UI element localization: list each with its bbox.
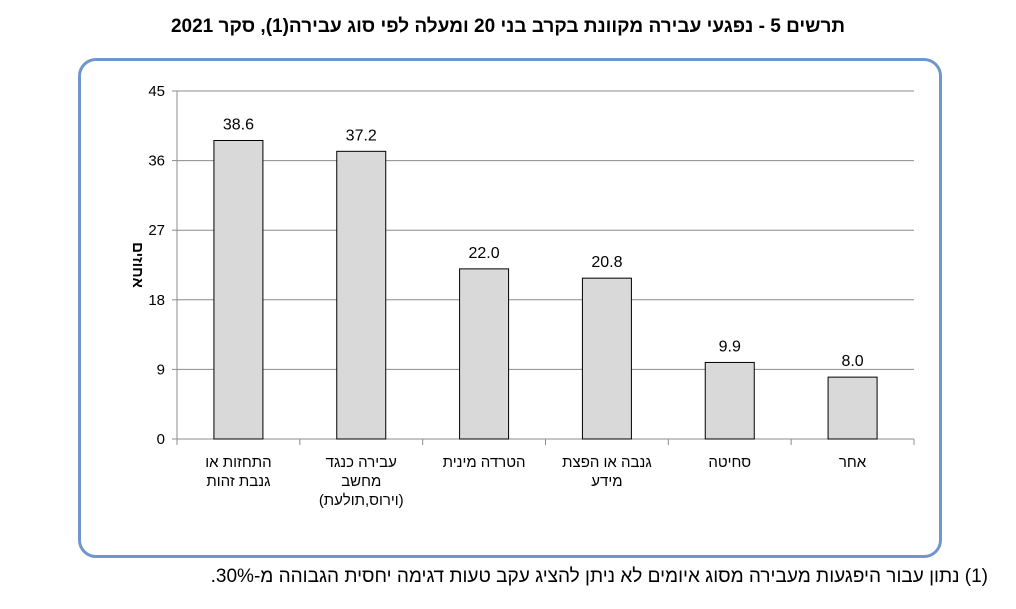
y-tick-label: 18 <box>148 292 165 309</box>
category-label: גנבה או הפצת <box>562 454 652 471</box>
category-label: גנבת זהות <box>206 473 270 490</box>
category-label: סחיטה <box>708 454 751 471</box>
category-label: התחזות או <box>205 454 271 471</box>
y-tick-label: 9 <box>157 361 165 378</box>
y-axis-label: אחוזים <box>129 242 146 288</box>
bars <box>213 139 878 440</box>
data-labels: 38.6 37.2 22.0 20.8 9.9 8.0 <box>223 116 864 370</box>
footnote: (1) נתון עבור היפגעות מעבירה מסוג איומים… <box>210 566 988 587</box>
category-label: (וירוס,תולעת) <box>319 492 404 509</box>
y-tick-label: 36 <box>148 153 165 170</box>
data-label: 9.9 <box>719 338 741 355</box>
category-label: מידע <box>591 473 622 490</box>
bar <box>336 150 387 440</box>
bar <box>581 277 632 440</box>
category-label: מחשב <box>341 473 381 490</box>
category-label: הטרדה מינית <box>443 454 526 471</box>
category-labels: התחזות או גנבת זהות עבירה כנגד מחשב (וירוס,ת… <box>205 454 867 509</box>
gridlines <box>172 90 914 440</box>
y-tick-label: 0 <box>157 431 165 448</box>
y-tick-label: 45 <box>148 83 165 100</box>
category-label: עבירה כנגד <box>326 454 397 471</box>
category-label: אחר <box>839 454 867 471</box>
chart-frame <box>78 58 942 558</box>
bar <box>213 139 264 440</box>
chart-title: תרשים 5 - נפגעי עבירה מקוונת בקרב בני 20… <box>170 16 846 37</box>
bar <box>704 361 755 440</box>
data-label: 20.8 <box>591 254 622 271</box>
y-tick-label: 27 <box>148 222 165 239</box>
bar <box>459 268 510 440</box>
data-label: 22.0 <box>469 245 500 262</box>
axes <box>176 91 915 445</box>
y-tick-labels: 0 9 18 27 36 45 <box>148 83 165 448</box>
data-label: 37.2 <box>346 127 377 144</box>
data-label: 38.6 <box>223 116 254 133</box>
data-label: 8.0 <box>841 353 863 370</box>
bar <box>827 376 878 440</box>
